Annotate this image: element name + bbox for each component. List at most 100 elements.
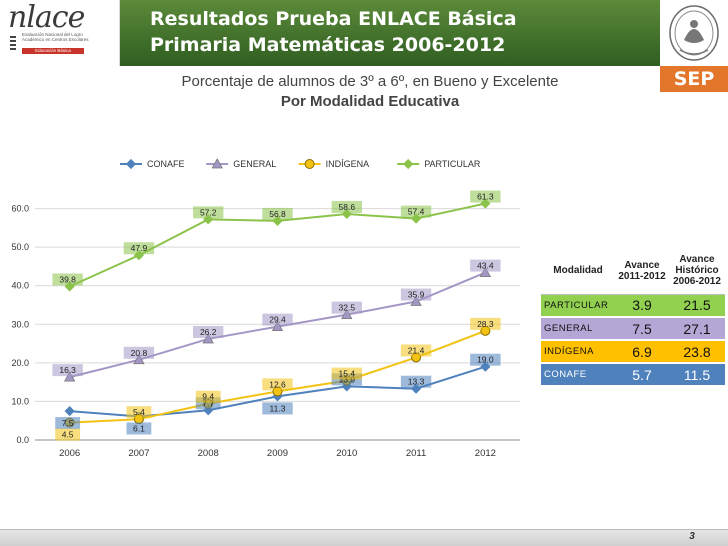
table-row: CONAFE 5.7 11.5 [541,363,725,387]
data-label: 19.0 [477,355,494,365]
line-chart: 0.0 10.0 20.0 30.0 40.0 50.0 60.0 2006 2007 2008 2… [11,158,520,459]
logo-tagline: Evaluación Nacional del Logro Académico … [22,32,89,42]
title-line-2: Primaria Matemáticas 2006-2012 [150,34,506,56]
data-point [202,333,214,344]
national-shield-logo [660,0,728,66]
row-label: PARTICULAR [541,294,615,318]
data-label-bg [52,273,83,286]
data-label: 12.6 [269,379,286,389]
x-tick-label: 2007 [128,448,149,459]
data-label-bg [126,406,152,419]
data-point [304,159,315,169]
footer-bar [0,529,728,546]
data-label-bg [331,367,362,380]
data-label-bg [262,402,293,415]
data-label-bg [331,200,362,213]
sep-badge: SEP [660,66,728,92]
enlace-logo: nlace Evaluación Nacional del Logro Acad… [0,0,120,66]
data-label: 39.8 [59,274,76,284]
data-label-bg [123,346,155,359]
data-label: 47.9 [131,243,148,253]
data-label-bg [331,301,362,314]
data-point [133,353,145,365]
legend-label: GENERAL [233,159,276,169]
logo-level: Educación Básica [22,48,84,54]
data-label-bg [126,422,152,435]
x-tick-label: 2008 [198,448,219,459]
data-label: 43.4 [477,261,494,271]
page-number: 3 [689,531,695,542]
table-body: PARTICULAR 3.9 21.5 GENERAL 7.5 27.1 INDÍGENA 6… [541,294,725,387]
data-label: 7.5 [62,418,74,428]
avance-value: 6.9 [615,340,669,364]
data-point [63,371,76,382]
data-label-bg [470,190,501,203]
x-tick-label: 2012 [475,448,496,459]
data-point [125,158,137,170]
data-label-bg [400,205,432,218]
y-tick-label: 60.0 [11,204,29,214]
historico-value: 23.8 [669,340,725,364]
logo-mark-icon [10,36,16,50]
logo-wordmark: nlace [8,0,85,35]
data-label-bg [52,364,83,377]
data-label-bg [195,390,221,403]
x-tick-label: 2006 [59,448,80,459]
chart-grid: 0.0 10.0 20.0 30.0 40.0 50.0 60.0 2006 2007 2008 2… [11,204,520,459]
y-tick-label: 20.0 [11,358,29,368]
chart-subtitle: Porcentaje de alumnos de 3º a 6º, en Bue… [181,73,559,90]
data-label: 13.3 [408,377,425,387]
table-header-row: Modalidad Avance 2011-2012 Avance Histór… [541,248,725,295]
row-label: INDÍGENA [541,340,615,364]
data-label: 56.8 [269,209,286,219]
legend-label: INDÍGENA [326,159,370,169]
historico-value: 21.5 [669,294,725,318]
avance-value: 3.9 [615,294,669,318]
y-tick-label: 10.0 [11,396,29,406]
y-tick-label: 50.0 [11,242,29,252]
data-label-bg [262,207,293,220]
table-row: PARTICULAR 3.9 21.5 [541,294,725,318]
historico-value: 27.1 [669,317,725,341]
chart-series [63,198,492,428]
data-label: 16.3 [59,365,76,375]
data-label-bg [193,325,224,338]
data-point [271,320,284,332]
data-label: 57.2 [200,207,217,217]
data-label-bg [123,242,155,255]
data-label: 61.3 [477,192,494,202]
data-point [479,266,492,277]
data-label: 6.1 [133,423,145,433]
legend-label: CONAFE [147,159,185,169]
data-label-bg [55,428,81,441]
table-header-historico: Avance Histórico 2006-2012 [669,248,725,295]
header-banner: nlace Evaluación Nacional del Logro Acad… [0,0,728,66]
data-label-bg [262,378,293,391]
data-label: 28.3 [477,319,494,329]
slide-title: Resultados Prueba ENLACE Básica Primaria… [150,6,570,58]
data-label: 7.7 [202,398,214,408]
table-row: INDÍGENA 6.9 23.8 [541,340,725,364]
row-label: GENERAL [541,317,615,341]
y-tick-label: 30.0 [11,319,29,329]
eagle-shield-icon [669,5,719,61]
row-label: CONAFE [541,363,615,387]
data-label-bg [400,344,432,357]
data-label-bg [470,353,501,366]
data-label-bg [55,417,81,430]
legend-label: PARTICULAR [424,159,481,169]
data-label: 9.4 [202,392,214,402]
table-header-modalidad: Modalidad [541,248,615,295]
data-label: 11.3 [270,403,286,413]
chart-subtitle-emphasis: Por Modalidad Educativa [280,93,460,110]
data-label: 20.8 [131,348,148,358]
data-label-bg [193,206,224,219]
x-tick-label: 2009 [267,448,288,459]
table-header-avance: Avance 2011-2012 [615,248,669,295]
avance-value: 7.5 [615,317,669,341]
data-label: 15.4 [339,369,356,379]
data-label-bg [262,313,293,326]
chart-legend: CONAFE GENERAL INDÍGENA PARTICULAR [120,158,481,170]
table-row: GENERAL 7.5 27.1 [541,317,725,341]
data-point [211,158,223,169]
